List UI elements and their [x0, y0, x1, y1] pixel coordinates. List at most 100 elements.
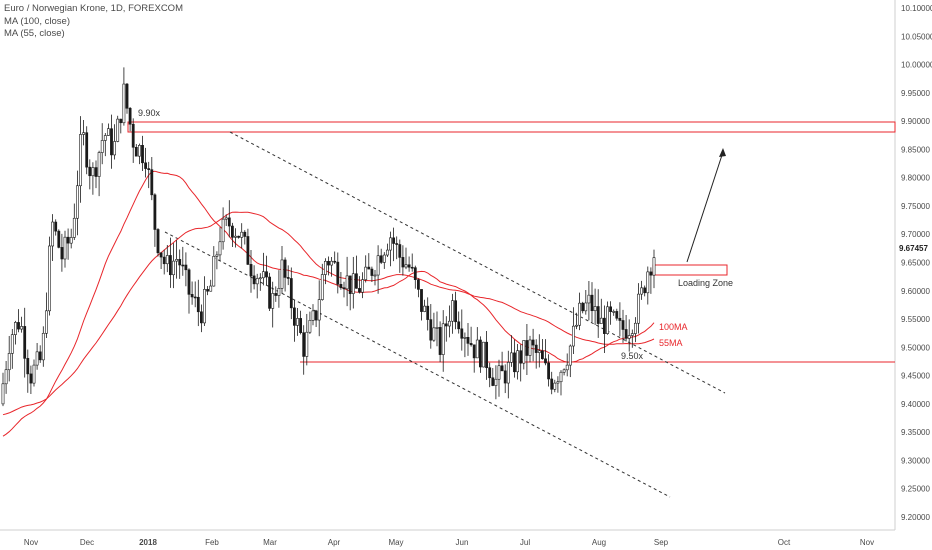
candle-body — [382, 254, 386, 263]
candle-body — [107, 128, 110, 136]
legend-ma100[interactable]: MA (100, close) — [4, 15, 70, 27]
candle-body — [274, 293, 278, 296]
time-tick-label: Oct — [778, 538, 791, 547]
candle-body — [134, 146, 138, 157]
candle-body — [596, 306, 600, 324]
candle-body — [491, 377, 495, 386]
ma100-label: 100MA — [659, 322, 688, 332]
candle-body — [351, 273, 355, 294]
candle-body — [113, 141, 117, 156]
ma100-line[interactable] — [2, 211, 655, 416]
candle-body — [447, 320, 451, 327]
candle-body — [268, 276, 272, 309]
legend-symbol-title[interactable]: Euro / Norwegian Krone, 1D, FOREXCOM — [4, 3, 183, 14]
legend-ma55[interactable]: MA (55, close) — [4, 28, 65, 39]
candle-body — [646, 271, 650, 294]
price-tick-label: 9.40000 — [901, 400, 930, 409]
candle-body — [618, 317, 622, 321]
zone-rect-990[interactable] — [127, 121, 896, 133]
candle-body — [426, 305, 430, 320]
candle-body — [79, 134, 82, 187]
price-tick-label: 9.60000 — [901, 287, 930, 296]
loading-zone[interactable] — [652, 264, 728, 276]
candle-body — [593, 306, 597, 312]
candle-body — [88, 166, 92, 177]
candle-body — [503, 370, 507, 384]
candle-body — [32, 364, 36, 384]
price-tick-label: 9.55000 — [901, 315, 930, 324]
candle-body — [187, 269, 191, 295]
time-tick-label: 2018 — [139, 538, 157, 547]
price-axis[interactable]: 10.10000 10.05000 10.00000 9.95000 9.90000 9.… — [894, 0, 932, 530]
candle-body — [63, 236, 67, 260]
candle-body — [640, 287, 644, 295]
candle-body — [190, 294, 194, 298]
candle-body — [231, 225, 234, 238]
candle-body — [621, 320, 625, 330]
candle-body — [196, 296, 200, 313]
channel-lower-trendline[interactable] — [164, 231, 671, 498]
candle-body — [407, 264, 411, 268]
candle-body — [94, 167, 98, 177]
candle-body — [7, 353, 11, 371]
candle-body — [389, 237, 392, 251]
candle-body — [482, 341, 485, 368]
candle-body — [565, 364, 569, 371]
candle-body — [280, 259, 284, 289]
candle-body — [85, 132, 89, 168]
candle-body — [323, 260, 327, 275]
arrow-shaft — [686, 151, 724, 263]
candle-body — [435, 327, 439, 329]
candle-body — [615, 311, 619, 319]
candle-body — [531, 339, 535, 346]
ma55-label: 55MA — [659, 338, 683, 348]
candle-body — [193, 296, 197, 299]
candle-body — [395, 243, 399, 245]
projection-arrow[interactable] — [686, 148, 726, 263]
price-tick-label: 9.80000 — [901, 174, 930, 183]
candle-body — [317, 299, 321, 321]
time-axis[interactable]: Nov Dec 2018 Feb Mar Apr May Jun Jul Aug Sep Oct Nov — [0, 529, 895, 547]
candle-body — [221, 218, 225, 243]
candle-body — [125, 83, 129, 109]
candle-body — [559, 371, 563, 383]
candle-body — [175, 259, 179, 262]
resistance-zone-990[interactable] — [127, 121, 896, 133]
candle-body — [550, 378, 554, 390]
price-tick-label: 9.25000 — [901, 485, 930, 494]
candle-body — [209, 285, 213, 292]
candle-body — [454, 300, 458, 323]
time-tick-label: Jul — [520, 538, 530, 547]
candle-body — [599, 317, 603, 324]
candle-body — [76, 185, 79, 219]
candle-body — [469, 343, 473, 346]
candle-body — [429, 319, 433, 341]
candle-body — [131, 123, 135, 148]
time-tick-label: Jun — [456, 538, 469, 547]
candle-body — [23, 326, 27, 359]
price-tick-label: 9.75000 — [901, 202, 930, 211]
candle-body — [35, 351, 39, 366]
price-tick-label: 9.70000 — [901, 230, 930, 239]
candles-group[interactable] — [1, 67, 656, 407]
loading-zone-rect[interactable] — [652, 264, 728, 276]
candle-body — [252, 275, 256, 285]
candle-body — [138, 145, 141, 157]
candle-body — [292, 307, 296, 326]
candle-body — [345, 275, 349, 290]
candle-body — [212, 255, 216, 287]
candle-body — [178, 259, 182, 266]
candle-body — [637, 293, 640, 324]
candle-body — [534, 344, 538, 353]
candle-body — [169, 255, 172, 276]
candle-body — [320, 274, 324, 300]
price-tick-label: 9.20000 — [901, 513, 930, 522]
loading-zone-label: Loading Zone — [678, 278, 733, 288]
time-tick-label: Nov — [860, 538, 874, 547]
candle-body — [401, 257, 405, 268]
candle-body — [206, 289, 210, 292]
candle-body — [172, 260, 175, 276]
candle-body — [299, 318, 303, 333]
